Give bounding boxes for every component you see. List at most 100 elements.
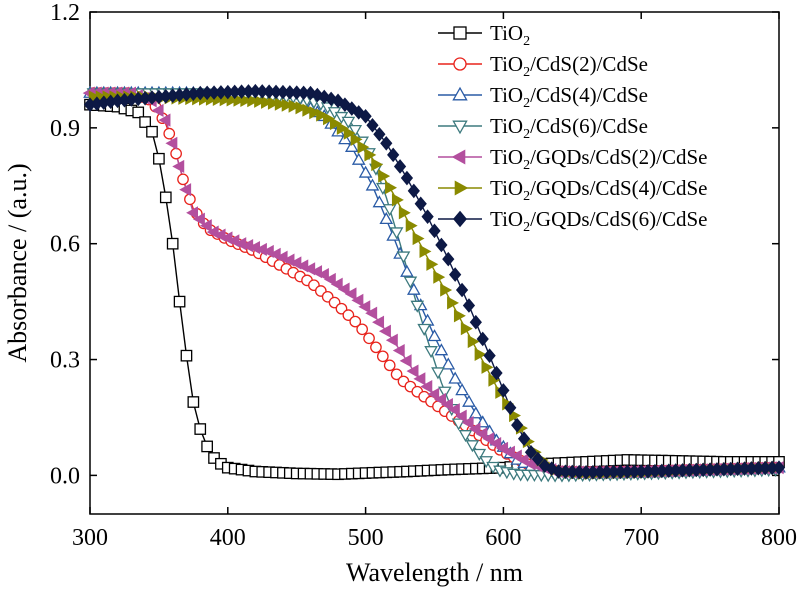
data-point — [434, 392, 447, 407]
data-point — [420, 313, 435, 326]
data-point — [455, 282, 469, 298]
data-point — [458, 430, 473, 443]
data-point — [165, 136, 178, 150]
data-point — [400, 264, 414, 277]
x-tick-label: 600 — [485, 525, 521, 551]
data-point — [483, 348, 496, 363]
data-point — [399, 354, 412, 368]
data-point — [427, 329, 442, 342]
data-point — [201, 440, 213, 453]
data-point — [159, 191, 172, 204]
data-point — [451, 418, 466, 431]
data-point — [372, 195, 387, 208]
data-point — [153, 152, 165, 165]
data-point — [441, 398, 453, 412]
data-point — [349, 315, 362, 328]
data-point — [442, 251, 455, 267]
data-point — [356, 323, 369, 336]
data-point — [427, 387, 440, 401]
data-point — [434, 343, 449, 356]
data-point — [336, 121, 349, 135]
data-point — [469, 314, 482, 330]
data-point — [166, 237, 179, 250]
data-point — [406, 364, 419, 378]
data-point — [406, 282, 421, 295]
data-point — [344, 139, 359, 152]
y-tick-label: 0.0 — [50, 463, 80, 489]
data-point — [417, 323, 431, 336]
data-point — [383, 359, 396, 372]
data-point — [348, 124, 363, 138]
data-point — [173, 295, 186, 308]
data-point — [302, 103, 315, 117]
axis-ticks: 300 400 500 600 700 800 0.0 0.3 0.6 0.9 1.2 — [50, 0, 797, 551]
data-point — [412, 231, 425, 246]
data-point — [426, 257, 439, 271]
data-point — [325, 91, 338, 107]
data-point — [316, 268, 329, 282]
data-point — [441, 357, 456, 370]
data-point — [462, 394, 476, 407]
x-tick-label: 300 — [72, 525, 108, 551]
legend-swatch-marker — [453, 26, 467, 40]
x-tick-label: 800 — [761, 525, 797, 551]
data-point — [179, 183, 192, 197]
data-point — [447, 403, 460, 417]
legend-swatch-marker — [454, 180, 469, 196]
legend-entry-1: TiO2/CdS(2)/CdSe — [438, 52, 648, 80]
data-point — [390, 368, 403, 381]
x-tick-label: 400 — [210, 525, 246, 551]
data-point — [460, 322, 473, 336]
data-point — [158, 113, 171, 127]
data-point — [194, 423, 207, 435]
series-markers-6 — [83, 83, 786, 480]
data-point — [407, 183, 420, 199]
data-point — [475, 427, 488, 441]
data-point — [330, 277, 343, 291]
data-point — [371, 157, 384, 172]
data-point — [358, 165, 373, 178]
legend-entry-2: TiO2/CdS(4)/CdSe — [438, 83, 648, 111]
legend-swatch-marker — [452, 86, 468, 101]
data-point — [192, 212, 205, 226]
data-point — [378, 169, 391, 183]
data-point — [438, 386, 452, 399]
legend-swatch-marker — [453, 210, 467, 228]
data-point — [468, 422, 481, 436]
data-point — [186, 206, 199, 220]
data-point — [403, 276, 418, 289]
data-point — [454, 409, 467, 423]
data-point — [524, 444, 538, 460]
data-point — [517, 431, 531, 446]
data-point — [199, 219, 212, 233]
data-point — [316, 108, 329, 122]
data-point — [309, 106, 322, 120]
data-point — [453, 309, 466, 323]
data-point — [247, 94, 260, 108]
data-point — [329, 116, 342, 131]
legend-entry-5: TiO2/GQDs/CdS(4)/CdSe — [438, 176, 707, 204]
data-point — [428, 223, 441, 239]
data-point — [261, 95, 273, 109]
y-tick-label: 0.3 — [50, 348, 80, 374]
data-point — [490, 365, 503, 381]
legend-label: TiO2/CdS(4)/CdSe — [490, 83, 648, 111]
legend: TiO2 TiO2/CdS(2)/CdSe TiO2/CdS(4)/CdSe TiO2… — [438, 21, 707, 235]
data-point — [424, 346, 438, 359]
data-point — [448, 371, 463, 384]
data-point — [364, 148, 377, 162]
legend-swatch-marker — [452, 120, 468, 135]
legend-swatch-marker — [453, 57, 467, 71]
data-point — [391, 193, 404, 207]
data-point — [139, 116, 151, 128]
data-point — [392, 343, 405, 358]
data-point — [341, 116, 356, 129]
data-point — [414, 196, 427, 212]
data-point — [359, 108, 372, 124]
data-point — [482, 432, 495, 446]
data-point — [465, 440, 480, 453]
data-point — [474, 347, 487, 361]
x-tick-label: 700 — [623, 525, 659, 551]
data-point — [497, 383, 510, 398]
data-point — [389, 227, 404, 240]
